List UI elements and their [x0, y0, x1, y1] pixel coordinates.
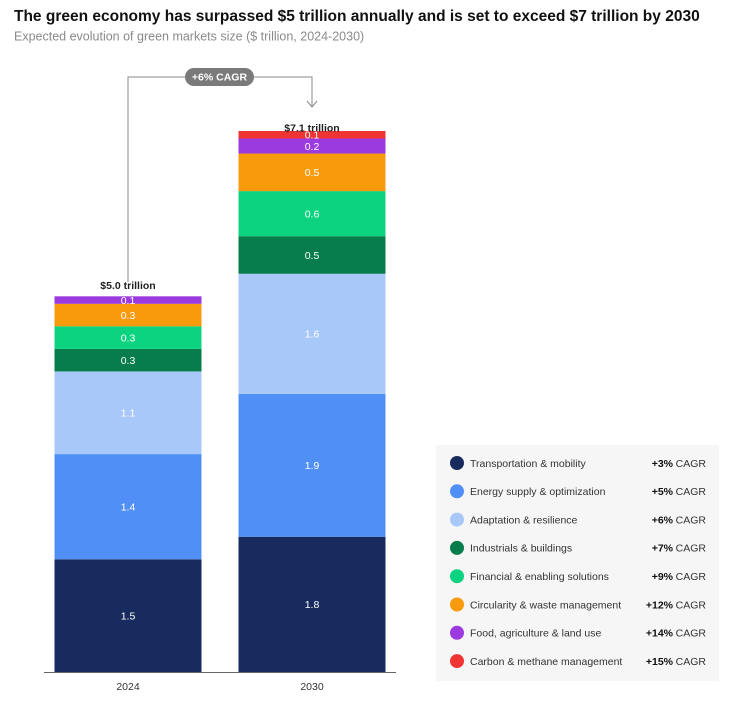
legend-marker: [450, 597, 464, 612]
legend-label: Energy supply & optimization: [470, 486, 606, 498]
legend-cagr: +5%: [652, 486, 674, 498]
chart-title: The green economy has surpassed $5 trill…: [14, 8, 700, 25]
value-label: 1.4: [121, 501, 136, 513]
bar-segment: [238, 393, 386, 537]
legend-cagr: +15%: [646, 656, 674, 668]
bar-segment: [238, 191, 386, 237]
value-label: 1.9: [305, 460, 320, 472]
legend-cagr-unit: CAGR: [676, 458, 707, 470]
legend-marker: [450, 654, 464, 669]
annotation-pill: [185, 68, 254, 86]
bar-segment: [54, 326, 202, 349]
legend-cagr: +6%: [652, 514, 674, 526]
legend-cagr-unit: CAGR: [676, 656, 707, 668]
legend-cagr-unit: CAGR: [676, 514, 707, 526]
legend-label: Food, agriculture & land use: [470, 628, 601, 640]
legend-cagr: +7%: [652, 543, 674, 555]
legend-label: Industrials & buildings: [470, 543, 572, 555]
value-label: 1.6: [305, 329, 320, 341]
legend-cagr: +12%: [646, 599, 674, 611]
arrow-head: [306, 100, 318, 108]
chart-subtitle: Expected evolution of green markets size…: [14, 29, 364, 43]
value-label: 1.1: [121, 408, 136, 420]
value-label: 0.5: [305, 167, 320, 179]
legend-cagr: +3%: [652, 458, 674, 470]
legend-label: Carbon & methane management: [470, 656, 622, 668]
legend-cagr-unit: CAGR: [676, 571, 707, 583]
bar-segment: [54, 454, 202, 560]
value-label: 1.5: [121, 610, 136, 622]
legend-cagr: +14%: [646, 628, 674, 640]
legend-marker: [450, 484, 464, 499]
value-label: 0.1: [121, 295, 136, 307]
bar-segment: [238, 236, 386, 274]
annotation: +6% CAGR: [192, 71, 248, 83]
bar-segment: [238, 153, 386, 192]
legend-label: Adaptation & resilience: [470, 514, 578, 526]
value-label: 0.5: [305, 250, 320, 262]
value-label: 1.8: [305, 599, 320, 611]
bar-segment: [54, 559, 202, 672]
legend-marker: [450, 625, 464, 640]
bar-segment: [238, 138, 386, 154]
value-label: 0.3: [121, 355, 136, 367]
legend-box: [436, 445, 719, 681]
legend-cagr-unit: CAGR: [676, 599, 707, 611]
bar-segment: [54, 296, 202, 304]
legend-marker: [450, 540, 464, 555]
x-tick-label: 2030: [300, 681, 324, 693]
legend-marker: [450, 569, 464, 584]
total-label: $5.0 trillion: [100, 280, 155, 292]
x-tick-label: 2024: [116, 681, 140, 693]
value-label: 0.3: [121, 310, 136, 322]
legend-cagr-unit: CAGR: [676, 543, 707, 555]
bar-segment: [54, 371, 202, 455]
bar-segment: [54, 348, 202, 372]
value-label: 0.2: [305, 141, 320, 153]
value-label: 0.6: [305, 208, 320, 220]
legend-cagr-unit: CAGR: [676, 486, 707, 498]
legend-marker: [450, 512, 464, 527]
legend-label: Financial & enabling solutions: [470, 571, 609, 583]
bar-segment: [54, 303, 202, 327]
legend-cagr-unit: CAGR: [676, 628, 707, 640]
bar-segment: [238, 273, 386, 394]
value-label: 0.3: [121, 332, 136, 344]
value-label: 0.1: [305, 130, 320, 142]
bar-segment: [238, 536, 386, 672]
bar-segment: [238, 131, 386, 139]
total-label: $7.1 trillion: [284, 122, 339, 134]
legend-cagr: +9%: [652, 571, 674, 583]
legend-label: Circularity & waste management: [470, 599, 621, 611]
legend-marker: [450, 456, 464, 470]
legend-label: Transportation & mobility: [470, 458, 586, 470]
